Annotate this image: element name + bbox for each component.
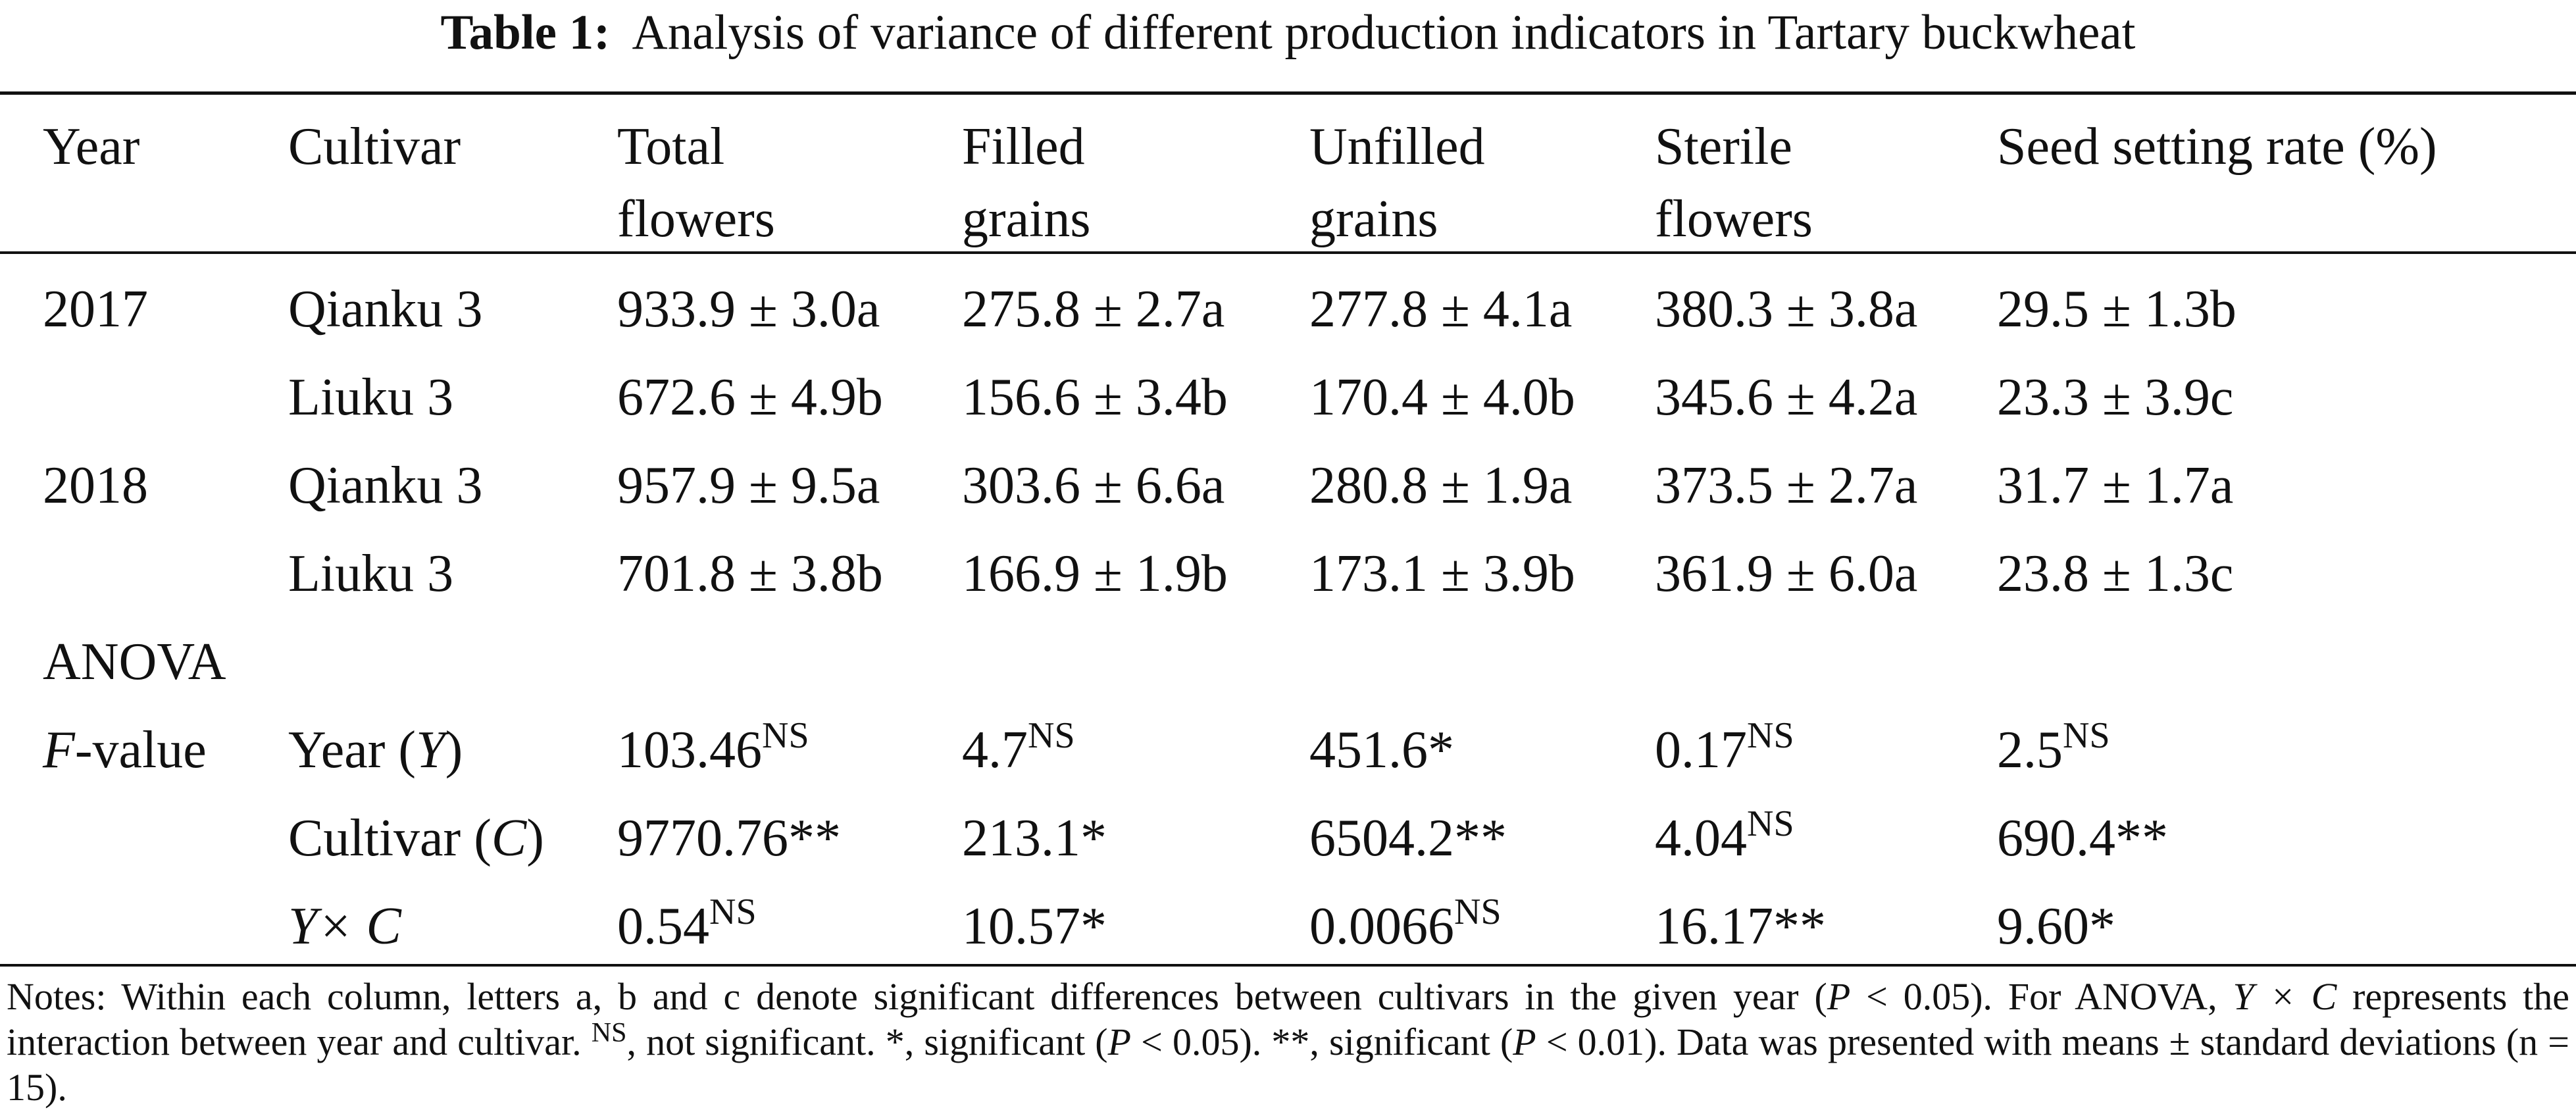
- table-cell: 275.8 ± 2.7a: [962, 280, 1225, 338]
- table-caption: Table 1: Analysis of variance of differe…: [0, 0, 2576, 66]
- fvalue-label: F-value: [43, 721, 207, 779]
- anova-cell: 0.0066NS: [1309, 892, 1502, 955]
- anova-cell: 10.57*: [962, 897, 1107, 955]
- table-cell: 277.8 ± 4.1a: [1309, 280, 1573, 338]
- anova-cell: 451.6*: [1309, 721, 1454, 779]
- table-cell: 23.3 ± 3.9c: [1997, 368, 2234, 426]
- table-cell: 173.1 ± 3.9b: [1309, 545, 1575, 603]
- anova-cell: 103.46NS: [617, 715, 809, 779]
- table-cell: 957.9 ± 9.5a: [617, 457, 880, 515]
- bottom-rule: [0, 964, 2576, 967]
- row-2018-qianku-cultivar: Qianku 3: [288, 457, 483, 515]
- anova-cell: 213.1*: [962, 809, 1107, 867]
- anova-cell: 16.17**: [1655, 897, 1826, 955]
- anova-cell: 0.17NS: [1655, 715, 1794, 779]
- anova-label: ANOVA: [43, 633, 226, 691]
- table-cell: 933.9 ± 3.0a: [617, 280, 880, 338]
- anova-cell: 4.04NS: [1655, 803, 1794, 867]
- row-2017-liuku-cultivar: Liuku 3: [288, 368, 454, 426]
- header-cultivar: Cultivar: [288, 118, 461, 176]
- row-2017-year: 2017: [43, 280, 148, 338]
- table-cell: 280.8 ± 1.9a: [1309, 457, 1573, 515]
- table-cell: 29.5 ± 1.3b: [1997, 280, 2236, 338]
- header-year: Year: [43, 118, 140, 176]
- table-cell: 31.7 ± 1.7a: [1997, 457, 2234, 515]
- caption-text: Analysis of variance of different produc…: [632, 5, 2136, 60]
- anova-cell: 9.60*: [1997, 897, 2115, 955]
- table-cell: 166.9 ± 1.9b: [962, 545, 1228, 603]
- anova-factor-cultivar: Cultivar (C): [288, 809, 544, 867]
- header-sterile-flowers: Sterile flowers: [1655, 118, 1813, 248]
- header-total-flowers: Total flowers: [617, 118, 775, 248]
- table-cell: 156.6 ± 3.4b: [962, 368, 1228, 426]
- table-cell: 672.6 ± 4.9b: [617, 368, 883, 426]
- table-cell: 23.8 ± 1.3c: [1997, 545, 2234, 603]
- header-filled-grains: Filled grains: [962, 118, 1091, 248]
- row-2018-liuku-cultivar: Liuku 3: [288, 545, 454, 603]
- header-unfilled-grains: Unfilled grains: [1309, 118, 1485, 248]
- table-cell: 361.9 ± 6.0a: [1655, 545, 1918, 603]
- anova-cell: 0.54NS: [617, 892, 757, 955]
- header-rule: [0, 251, 2576, 254]
- table-cell: 380.3 ± 3.8a: [1655, 280, 1918, 338]
- top-rule: [0, 91, 2576, 95]
- anova-cell: 9770.76**: [617, 809, 841, 867]
- anova-cell: 4.7NS: [962, 715, 1075, 779]
- anova-factor-year: Year (Y): [288, 721, 463, 779]
- table-cell: 373.5 ± 2.7a: [1655, 457, 1918, 515]
- header-seed-setting-rate: Seed setting rate (%): [1997, 118, 2437, 176]
- anova-factor-interaction: Y× C: [288, 897, 401, 955]
- table-cell: 303.6 ± 6.6a: [962, 457, 1225, 515]
- table-cell: 170.4 ± 4.0b: [1309, 368, 1575, 426]
- table-notes: Notes: Within each column, letters a, b …: [7, 975, 2569, 1109]
- anova-cell: 2.5NS: [1997, 715, 2110, 779]
- anova-cell: 690.4**: [1997, 809, 2168, 867]
- caption-label: Table 1:: [440, 5, 611, 60]
- row-2017-qianku-cultivar: Qianku 3: [288, 280, 483, 338]
- anova-cell: 6504.2**: [1309, 809, 1507, 867]
- table-cell: 345.6 ± 4.2a: [1655, 368, 1918, 426]
- row-2018-year: 2018: [43, 457, 148, 515]
- table-cell: 701.8 ± 3.8b: [617, 545, 883, 603]
